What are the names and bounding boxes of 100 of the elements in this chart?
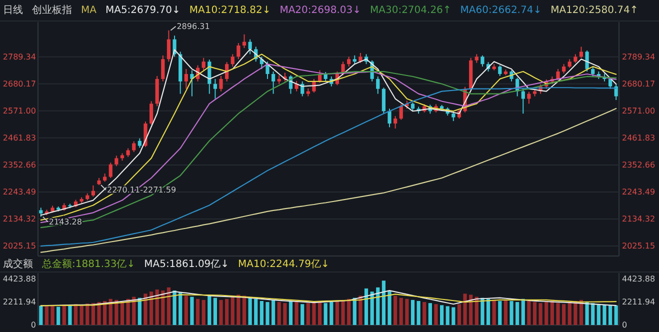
candlestick [498, 64, 502, 76]
candlestick [242, 34, 246, 48]
bar [225, 298, 229, 325]
candlestick [614, 83, 618, 100]
candlestick [213, 78, 218, 100]
bar [272, 300, 276, 325]
bar [521, 298, 525, 325]
bar [504, 300, 508, 325]
bar [614, 305, 618, 325]
candlestick [166, 30, 171, 62]
text: MA5:2679.70↓ [105, 5, 180, 16]
bar [155, 290, 159, 325]
bar [161, 290, 165, 325]
candlestick [91, 184, 95, 198]
bar [166, 287, 171, 325]
bar [510, 300, 514, 325]
text: 总金额:1881.33亿↓ [41, 258, 136, 270]
line-series [40, 294, 617, 306]
text: MA120:2580.74↑ [550, 5, 638, 16]
y2-tick-label: 2134.32 [622, 214, 656, 224]
y2-tick-label: 2461.83 [622, 133, 656, 142]
bar [196, 298, 200, 325]
y2-tick-label: 2243.49 [622, 187, 656, 196]
y-tick-label: 2571.00 [2, 106, 36, 116]
bar [103, 300, 107, 325]
candlestick [527, 91, 531, 104]
candlestick [248, 38, 252, 55]
bar [516, 302, 520, 325]
candlestick [294, 80, 298, 92]
bar [97, 302, 101, 325]
bar [405, 298, 409, 325]
bar [608, 305, 612, 325]
candlestick [184, 68, 188, 90]
bar [178, 292, 182, 325]
y-tick-label: 2461.83 [2, 133, 36, 142]
bar [236, 294, 240, 325]
y2-tick-label: 2571.00 [622, 106, 656, 116]
candlestick [521, 88, 525, 114]
bar [452, 307, 456, 325]
candlestick [480, 54, 484, 68]
bar [596, 304, 600, 325]
y-tick-label: 2025.15 [2, 242, 36, 251]
candlestick [161, 54, 165, 82]
bar [44, 306, 49, 325]
bar [172, 290, 176, 325]
bar [248, 298, 252, 325]
y-tick-label: 4423.88 [2, 274, 36, 284]
chart-title: 成交额 [3, 258, 33, 270]
y2-tick-label: 0 [622, 320, 628, 330]
y-tick-label: 2134.32 [2, 214, 36, 224]
text: MA10:2244.79亿↓ [238, 259, 330, 270]
bar [330, 302, 334, 325]
bar [364, 288, 368, 325]
y2-tick-label: 2025.15 [622, 242, 656, 251]
candlestick [347, 56, 351, 68]
bar [266, 302, 270, 325]
candlestick [219, 75, 223, 92]
bar [184, 296, 188, 325]
bar [300, 304, 304, 325]
candlestick [388, 108, 392, 128]
bar [399, 298, 403, 325]
bar [91, 303, 95, 325]
y-tick-label: 2352.66 [2, 160, 36, 170]
bar [260, 300, 264, 325]
bar [376, 287, 380, 325]
y-tick-label: 2680.17 [2, 79, 36, 88]
bar [318, 300, 322, 325]
text: MA60:2662.74↓ [460, 5, 542, 16]
candlestick [394, 116, 398, 129]
candlestick [399, 104, 403, 120]
bar [388, 290, 392, 325]
y2-tick-label: 4423.88 [622, 274, 656, 284]
candlestick [358, 52, 362, 64]
bar [312, 302, 316, 325]
legend-title: MA [81, 5, 97, 16]
text: MA10:2718.82↓ [189, 5, 271, 16]
annotation: 2896.31 [176, 22, 210, 31]
bar [80, 304, 84, 325]
bar [562, 304, 566, 325]
bar [591, 303, 595, 325]
candlestick [562, 64, 566, 74]
bar [324, 303, 328, 325]
candlestick [272, 71, 276, 94]
y2-tick-label: 2211.94 [622, 297, 656, 306]
bar [428, 303, 432, 325]
bar [68, 306, 72, 325]
bar [277, 302, 281, 325]
bar [347, 298, 351, 325]
bar [149, 292, 154, 325]
bar [568, 302, 572, 325]
bar [352, 298, 356, 325]
bar [486, 298, 490, 325]
bar [457, 304, 462, 325]
bar [294, 302, 298, 325]
y-tick-label: 0 [30, 320, 36, 330]
bar [422, 302, 426, 325]
bar [242, 296, 246, 325]
bar [358, 296, 362, 325]
bar [370, 292, 374, 325]
bar [532, 302, 537, 325]
